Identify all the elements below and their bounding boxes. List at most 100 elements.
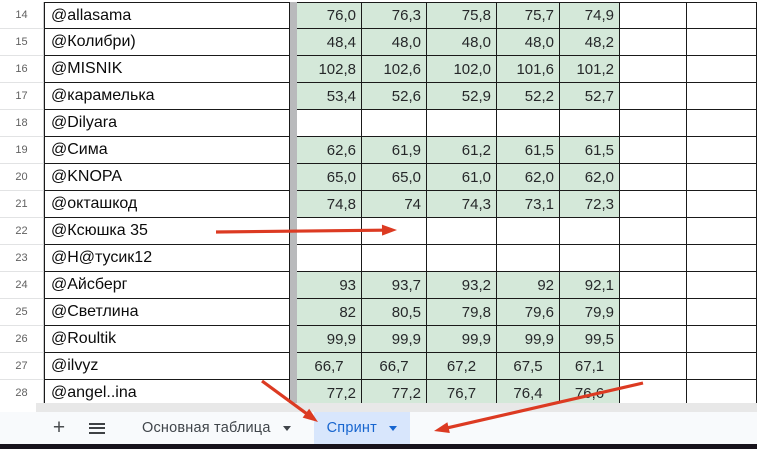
name-cell[interactable]: @Ксюшка 35 [44,218,290,245]
cell[interactable] [687,56,757,83]
row-number[interactable]: 23 [0,245,44,272]
cell[interactable]: 62,6 [297,137,362,164]
cell[interactable]: 61,5 [560,137,620,164]
cell[interactable] [687,299,757,326]
cell[interactable] [560,218,620,245]
cell[interactable]: 61,0 [427,164,497,191]
row-number[interactable]: 24 [0,272,44,299]
row-number[interactable]: 19 [0,137,44,164]
cell[interactable]: 74,9 [560,2,620,29]
name-cell[interactable]: @Светлина [44,299,290,326]
cell[interactable] [620,56,687,83]
name-cell[interactable]: @Айсберг [44,272,290,299]
cell[interactable]: 76,6 [560,380,620,403]
cell[interactable] [297,245,362,272]
sheet-tab-sprint[interactable]: Спринт [313,412,410,444]
cell[interactable]: 101,6 [497,56,560,83]
name-cell[interactable]: @карамелька [44,83,290,110]
cell[interactable]: 79,9 [560,299,620,326]
cell[interactable]: 74 [362,191,427,218]
cell[interactable] [427,245,497,272]
row-number[interactable]: 27 [0,353,44,380]
cell[interactable] [497,245,560,272]
cell[interactable]: 72,3 [560,191,620,218]
sheet-tab-main-table[interactable]: Основная таблица [131,412,302,444]
cell[interactable] [620,380,687,403]
cell[interactable] [687,137,757,164]
cell[interactable]: 75,7 [497,2,560,29]
cell[interactable]: 48,0 [427,29,497,56]
cell[interactable] [687,164,757,191]
name-cell[interactable]: @MISNIK [44,56,290,83]
cell[interactable] [620,326,687,353]
cell[interactable]: 99,9 [362,326,427,353]
row-number[interactable]: 16 [0,56,44,83]
row-number[interactable]: 26 [0,326,44,353]
cell[interactable]: 79,6 [497,299,560,326]
cell[interactable] [362,245,427,272]
name-cell[interactable]: @ilvyz [44,353,290,380]
cell[interactable]: 61,2 [427,137,497,164]
cell[interactable]: 82 [297,299,362,326]
name-cell[interactable]: @Dilyara [44,110,290,137]
cell[interactable] [620,245,687,272]
cell[interactable] [620,353,687,380]
cell[interactable]: 79,8 [427,299,497,326]
name-cell[interactable]: @KNOPA [44,164,290,191]
cell[interactable]: 99,9 [497,326,560,353]
cell[interactable]: 52,9 [427,83,497,110]
cell[interactable] [687,245,757,272]
cell[interactable] [687,272,757,299]
name-cell[interactable]: @angel..ina [44,380,290,403]
cell[interactable]: 76,7 [427,380,497,403]
cell[interactable] [362,110,427,137]
cell[interactable] [497,110,560,137]
row-number[interactable]: 17 [0,83,44,110]
cell[interactable] [427,218,497,245]
cell[interactable]: 48,0 [362,29,427,56]
cell[interactable]: 76,3 [362,2,427,29]
cell[interactable] [687,2,757,29]
cell[interactable]: 76,4 [497,380,560,403]
cell[interactable] [687,29,757,56]
cell[interactable]: 77,2 [297,380,362,403]
cell[interactable]: 65,0 [362,164,427,191]
cell[interactable]: 67,2 [427,353,497,380]
cell[interactable] [620,110,687,137]
cell[interactable] [560,245,620,272]
cell[interactable] [687,110,757,137]
add-sheet-button[interactable]: + [47,416,71,440]
cell[interactable]: 66,7 [297,353,362,380]
cell[interactable]: 102,6 [362,56,427,83]
cell[interactable]: 99,5 [560,326,620,353]
name-cell[interactable]: @Сима [44,137,290,164]
cell[interactable]: 77,2 [362,380,427,403]
cell[interactable]: 74,8 [297,191,362,218]
cell[interactable]: 76,0 [297,2,362,29]
cell[interactable]: 80,5 [362,299,427,326]
cell[interactable]: 93 [297,272,362,299]
cell[interactable]: 93,2 [427,272,497,299]
cell[interactable] [620,218,687,245]
cell[interactable] [497,218,560,245]
cell[interactable]: 61,5 [497,137,560,164]
cell[interactable]: 92 [497,272,560,299]
cell[interactable] [620,299,687,326]
cell[interactable]: 48,4 [297,29,362,56]
cell[interactable] [687,191,757,218]
cell[interactable]: 99,9 [427,326,497,353]
cell[interactable]: 52,6 [362,83,427,110]
row-number[interactable]: 25 [0,299,44,326]
name-cell[interactable]: @allasama [44,2,290,29]
name-cell[interactable]: @Н@тусик12 [44,245,290,272]
horizontal-scrollbar[interactable] [36,403,757,412]
row-number[interactable]: 22 [0,218,44,245]
cell[interactable]: 52,2 [497,83,560,110]
cell[interactable]: 48,0 [497,29,560,56]
cell[interactable] [620,83,687,110]
name-cell[interactable]: @Колибри) [44,29,290,56]
cell[interactable] [620,29,687,56]
cell[interactable] [620,164,687,191]
cell[interactable]: 61,9 [362,137,427,164]
cell[interactable]: 73,1 [497,191,560,218]
